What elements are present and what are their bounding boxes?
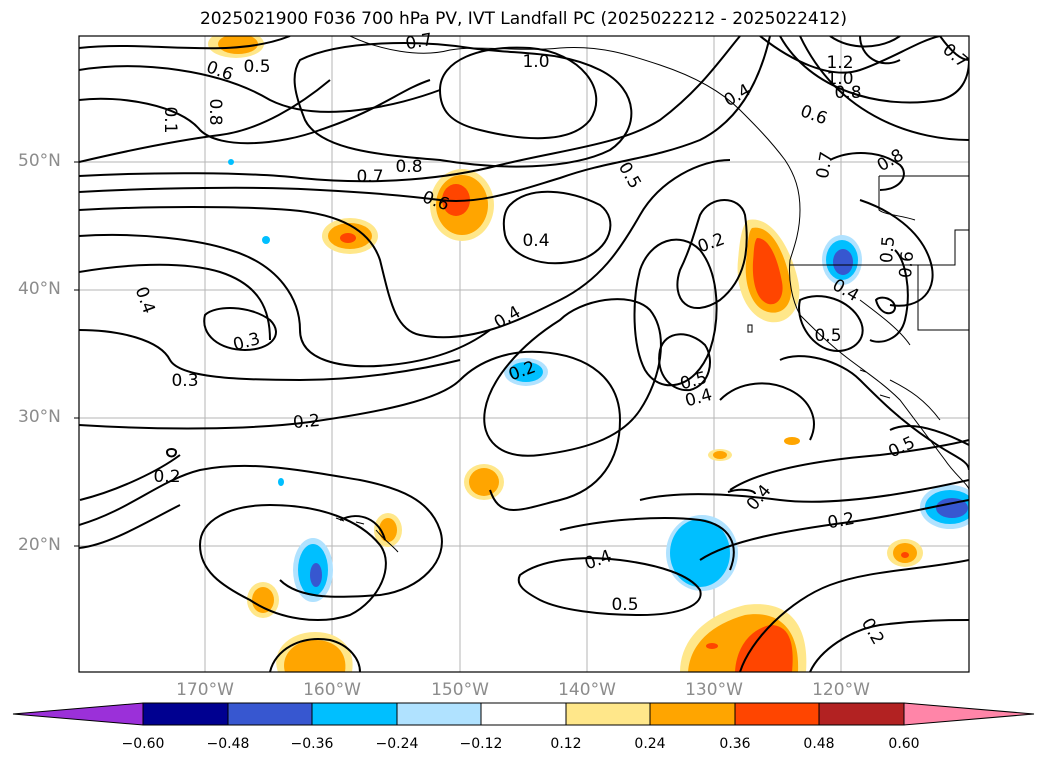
contour-label: 1.0: [522, 52, 549, 72]
contour-label: 0.5: [877, 235, 899, 264]
contour-label: 0.3: [171, 371, 198, 391]
colorbar-segment: [818, 702, 905, 726]
contour-label: 0.2: [826, 509, 856, 533]
contour-label: 1.0: [826, 69, 853, 89]
colorbar-segment: [480, 702, 567, 726]
contour-label: 0.1: [160, 106, 180, 133]
colorbar-label: −0.48: [206, 736, 250, 752]
lon-label-160w: 160°W: [303, 680, 361, 700]
colorbar-segment: [649, 702, 736, 726]
contour-label: 0.8: [395, 157, 422, 177]
colorbar-label: 0.36: [719, 736, 751, 752]
lat-label-50n: 50°N: [18, 151, 61, 171]
colorbar-segment: [565, 702, 651, 726]
contour-label: 0.6: [896, 250, 918, 279]
colorbar-label: −0.12: [459, 736, 503, 752]
contour-label: 0.7: [356, 167, 383, 187]
colorbar-extend-min: [12, 702, 144, 726]
contour-label: 1.2: [826, 53, 853, 73]
lon-label-120w: 120°W: [812, 680, 870, 700]
contour-label: 0.2: [292, 411, 321, 433]
lon-label-140w: 140°W: [558, 680, 616, 700]
colorbar-segment: [142, 702, 229, 726]
gridlines: [79, 36, 969, 672]
contour-label: 0.5: [611, 595, 638, 615]
colorbar-label: 0.48: [803, 736, 835, 752]
colorbar-segment: [734, 702, 820, 726]
colorbar-segment: [396, 702, 482, 726]
colorbar: [12, 702, 1035, 726]
colorbar-label: −0.60: [121, 736, 165, 752]
lon-label-150w: 150°W: [431, 680, 489, 700]
pv-contours: [79, 36, 969, 672]
colorbar-segment: [311, 702, 398, 726]
contour-label: 0.7: [404, 30, 434, 54]
contour-label: 0.7: [813, 150, 837, 180]
contour-label: 0.5: [814, 326, 841, 346]
axis-ticks: [74, 161, 79, 547]
colorbar-segment: [227, 702, 313, 726]
lon-label-130w: 130°W: [685, 680, 743, 700]
contour-label: 0.8: [205, 98, 225, 125]
contour-label: 0.5: [243, 57, 270, 77]
lat-label-30n: 30°N: [18, 407, 61, 427]
colorbar-label: −0.24: [375, 736, 419, 752]
map-title: 2025021900 F036 700 hPa PV, IVT Landfall…: [199, 9, 847, 29]
ivt-shading: [208, 36, 969, 672]
plot-area: [79, 36, 969, 672]
plot-frame: [78, 35, 970, 673]
contour-label: 0.8: [834, 83, 861, 103]
colorbar-label: 0.12: [550, 736, 582, 752]
coastlines: [335, 36, 969, 553]
colorbar-label: 0.24: [634, 736, 666, 752]
colorbar-extend-max: [903, 702, 1035, 726]
lat-label-20n: 20°N: [18, 535, 61, 555]
lat-label-40n: 40°N: [18, 279, 61, 299]
contour-label: 0.2: [153, 467, 180, 487]
lon-label-170w: 170°W: [176, 680, 234, 700]
colorbar-label: 0.60: [888, 736, 920, 752]
contour-label: 0.4: [522, 231, 549, 251]
colorbar-label: −0.36: [290, 736, 334, 752]
